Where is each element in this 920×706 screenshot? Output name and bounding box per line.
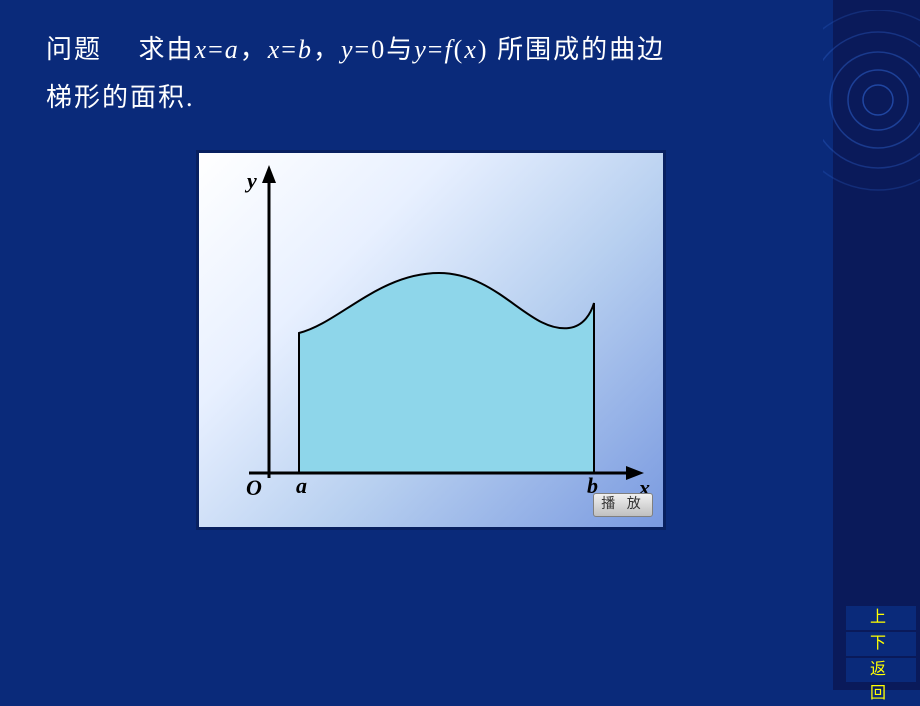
sidebar-panel: 上页 下页 返回 — [833, 0, 920, 690]
a-label: a — [296, 473, 307, 498]
var-x2: x — [268, 35, 282, 64]
eq2: = — [281, 35, 298, 64]
main-slide-area: 问题 求由x=a，x=b，y=0与y=f(x) 所围成的曲边梯形的面积. y x… — [0, 0, 833, 690]
sep1: ， — [240, 35, 268, 64]
line2: 梯形的面积. — [46, 83, 195, 112]
nav-button-group: 上页 下页 返回 — [846, 606, 916, 682]
ripple-decoration — [823, 10, 920, 210]
eq4: = — [428, 35, 445, 64]
eq1: = — [208, 35, 225, 64]
var-y2: y — [414, 35, 428, 64]
prev-page-button[interactable]: 上页 — [846, 606, 916, 630]
text-prefix: 问题 求由 — [46, 35, 195, 64]
conj: 与 — [386, 35, 414, 64]
diagram-svg: y x O a b — [199, 153, 669, 533]
func-f: f — [444, 35, 453, 64]
var-y1: y — [341, 35, 355, 64]
suffix1: 所围成的曲边 — [489, 35, 666, 64]
y-axis-arrow — [262, 165, 276, 183]
problem-statement: 问题 求由x=a，x=b，y=0与y=f(x) 所围成的曲边梯形的面积. — [46, 26, 796, 122]
next-page-button[interactable]: 下页 — [846, 632, 916, 656]
origin-label: O — [246, 475, 262, 500]
eq3: = — [355, 35, 372, 64]
curved-trapezoid-region — [299, 273, 594, 473]
play-button[interactable]: 播 放 — [593, 493, 653, 517]
zero: 0 — [371, 35, 386, 64]
back-button[interactable]: 返回 — [846, 658, 916, 682]
var-x3: x — [464, 35, 478, 64]
lparen: ( — [454, 35, 465, 64]
y-axis-label: y — [244, 168, 257, 193]
sep2: ， — [313, 35, 341, 64]
diagram-panel: y x O a b 播 放 — [196, 150, 666, 530]
rparen: ) — [478, 35, 489, 64]
var-b: b — [298, 35, 313, 64]
var-x1: x — [195, 35, 209, 64]
var-a: a — [225, 35, 240, 64]
